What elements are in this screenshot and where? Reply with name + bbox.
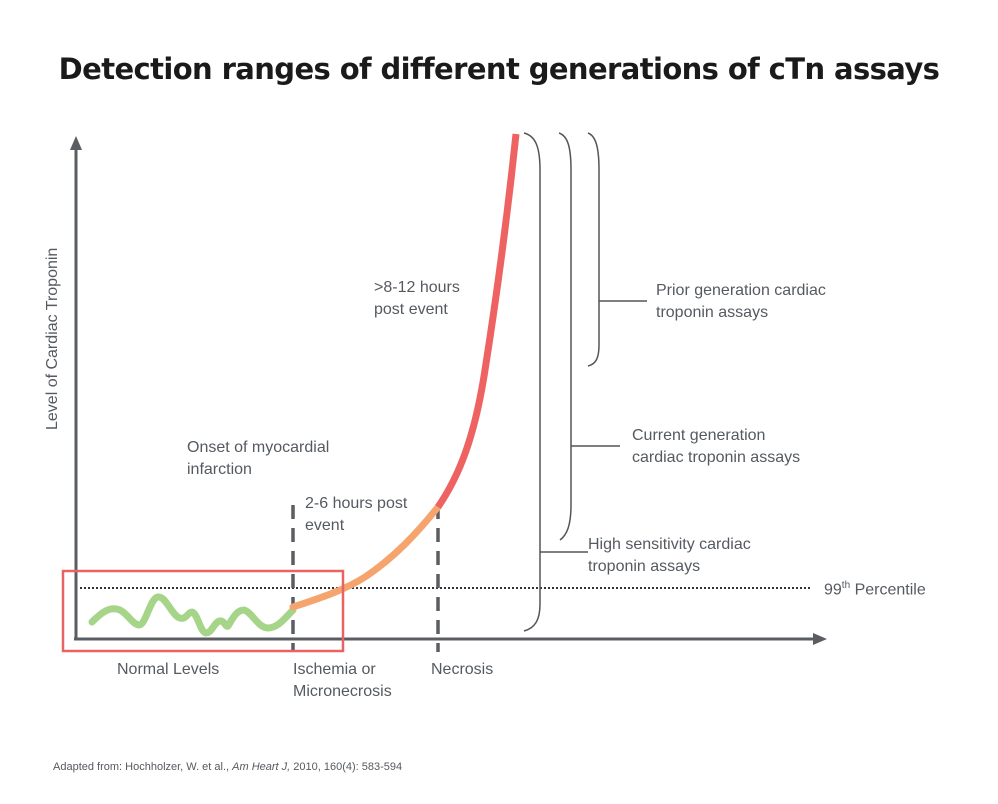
x-label-necrosis: Necrosis: [431, 661, 494, 678]
prior-assay-label-line2: troponin assays: [656, 304, 769, 321]
y-axis-label: Level of Cardiac Troponin: [44, 247, 61, 430]
percentile-label: 99th Percentile: [824, 575, 926, 601]
x-label-normal-levels: Normal Levels: [117, 661, 220, 678]
x-label-ischemia-line2: Micronecrosis: [293, 683, 392, 700]
normal-range-highlight-box: [61, 569, 345, 653]
prior-assay-label-line1: Prior generation cardiac: [656, 282, 826, 299]
y-axis-arrow-icon: [70, 136, 82, 150]
x-label-ischemia: Ischemia or Micronecrosis: [293, 659, 392, 703]
onset-annotation: Onset of myocardial infarction: [187, 437, 329, 481]
hs-assay-bracket: [523, 132, 541, 632]
percentile-suffix: th: [841, 580, 851, 591]
citation-details: 2010, 160(4): 583-594: [290, 761, 403, 773]
late-annotation-line2: post event: [374, 301, 448, 318]
x-label-ischemia-line1: Ischemia or: [293, 661, 376, 678]
early-annotation-line1: 2-6 hours post: [305, 495, 408, 512]
percentile-value: 99: [824, 581, 842, 599]
late-annotation-line1: >8-12 hours: [374, 279, 460, 296]
prior-assay-bracket: [587, 132, 600, 367]
page-title: Detection ranges of different generation…: [58, 52, 940, 86]
current-assay-label: Current generation cardiac troponin assa…: [632, 425, 800, 469]
onset-annotation-line2: infarction: [187, 461, 252, 478]
late-rise-curve: [435, 133, 520, 509]
late-annotation: >8-12 hours post event: [374, 277, 460, 321]
hs-assay-label: High sensitivity cardiac troponin assays: [588, 534, 751, 578]
citation-authors: Adapted from: Hochholzer, W. et al.,: [53, 761, 233, 773]
hs-assay-label-line2: troponin assays: [588, 558, 701, 575]
current-assay-label-line1: Current generation: [632, 427, 766, 444]
x-axis-arrow-icon: [813, 633, 827, 645]
early-rise-curve: [289, 503, 442, 611]
early-annotation: 2-6 hours post event: [305, 493, 407, 537]
normal-levels-curve: [88, 593, 297, 637]
current-assay-bracket: [558, 132, 572, 541]
prior-assay-label: Prior generation cardiac troponin assays: [656, 280, 826, 324]
current-assay-label-line2: cardiac troponin assays: [632, 449, 801, 466]
citation-footer: Adapted from: Hochholzer, W. et al., Am …: [53, 761, 402, 773]
onset-annotation-line1: Onset of myocardial: [187, 439, 330, 456]
citation-journal: Am Heart J,: [232, 761, 291, 773]
hs-assay-label-line1: High sensitivity cardiac: [588, 536, 751, 553]
percentile-text: Percentile: [850, 581, 926, 599]
early-annotation-line2: event: [305, 517, 345, 534]
